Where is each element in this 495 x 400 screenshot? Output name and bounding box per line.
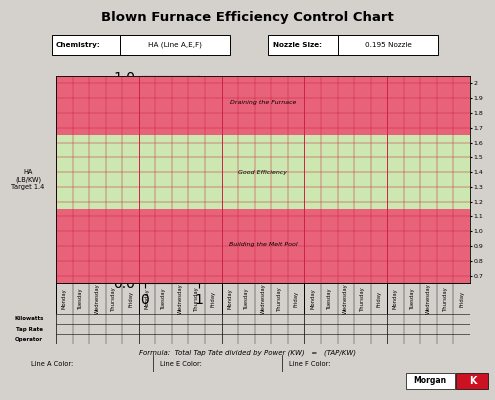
Text: Good Efficiency: Good Efficiency — [239, 170, 288, 175]
Text: Building the Melt Pool: Building the Melt Pool — [229, 242, 297, 247]
Text: Thursday: Thursday — [194, 286, 199, 311]
Text: Morgan: Morgan — [414, 376, 447, 385]
Bar — [52, 35, 120, 55]
Text: Monday: Monday — [393, 288, 398, 309]
Bar — [338, 35, 438, 55]
Text: Thursday: Thursday — [111, 286, 116, 311]
Text: HA
(LB/KW)
Target 1.4: HA (LB/KW) Target 1.4 — [11, 169, 45, 190]
Text: Wednesday: Wednesday — [260, 283, 265, 314]
Text: Line A Color:: Line A Color: — [31, 360, 73, 366]
Text: Blown Furnace Efficiency Control Chart: Blown Furnace Efficiency Control Chart — [101, 12, 394, 24]
Text: Tap Rate: Tap Rate — [15, 326, 43, 332]
Text: Monday: Monday — [145, 288, 149, 309]
Text: Tuesday: Tuesday — [327, 288, 332, 309]
Bar — [56, 76, 470, 135]
Text: Friday: Friday — [294, 290, 298, 306]
Text: Wednesday: Wednesday — [178, 283, 183, 314]
Text: Tuesday: Tuesday — [244, 288, 249, 309]
Text: Nozzle Size:: Nozzle Size: — [273, 42, 322, 48]
Text: Friday: Friday — [128, 290, 133, 306]
Text: Monday: Monday — [227, 288, 232, 309]
Text: Formula:  Total Tap Tate divided by Power (KW)   =   (TAP/KW): Formula: Total Tap Tate divided by Power… — [139, 350, 356, 356]
Text: Wednesday: Wednesday — [95, 283, 100, 314]
Text: Tuesday: Tuesday — [409, 288, 414, 309]
Text: Monday: Monday — [62, 288, 67, 309]
Bar — [56, 209, 470, 283]
Bar — [406, 373, 455, 389]
Text: Monday: Monday — [310, 288, 315, 309]
Text: Wednesday: Wednesday — [344, 283, 348, 314]
Bar — [120, 35, 230, 55]
Text: Chemistry:: Chemistry: — [56, 42, 101, 48]
Text: HA (Line A,E,F): HA (Line A,E,F) — [148, 42, 202, 48]
Text: Operator: Operator — [15, 336, 43, 342]
Text: K: K — [469, 376, 476, 386]
Bar — [56, 135, 470, 209]
Text: Tuesday: Tuesday — [161, 288, 166, 309]
Text: Thursday: Thursday — [443, 286, 447, 311]
Text: Thursday: Thursday — [277, 286, 282, 311]
Text: Friday: Friday — [459, 290, 464, 306]
Text: Draining the Furnace: Draining the Furnace — [230, 100, 296, 105]
Text: Line E Color:: Line E Color: — [160, 360, 202, 366]
Text: Friday: Friday — [211, 290, 216, 306]
Bar — [456, 373, 489, 389]
Bar — [268, 35, 338, 55]
Text: 0.195 Nozzle: 0.195 Nozzle — [364, 42, 411, 48]
Text: Thursday: Thursday — [360, 286, 365, 311]
Text: Wednesday: Wednesday — [426, 283, 431, 314]
Text: Tuesday: Tuesday — [78, 288, 83, 309]
Text: Kilowatts: Kilowatts — [14, 316, 44, 322]
Text: Friday: Friday — [376, 290, 382, 306]
Text: Line F Color:: Line F Color: — [289, 360, 330, 366]
